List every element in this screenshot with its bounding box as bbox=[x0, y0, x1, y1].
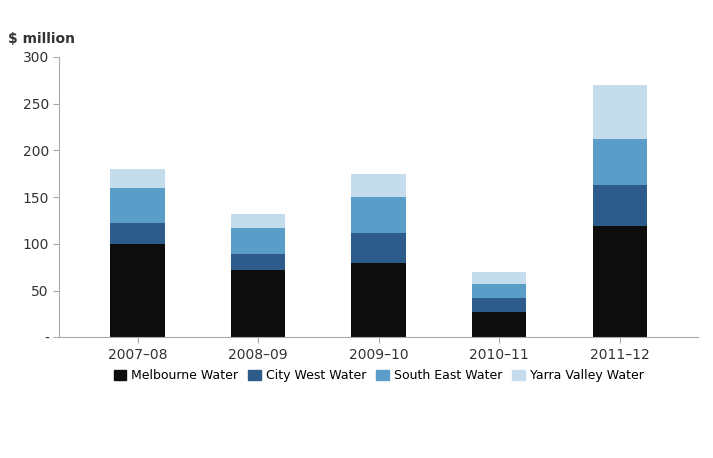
Bar bbox=[111, 244, 165, 338]
Bar bbox=[352, 262, 406, 338]
Bar bbox=[472, 272, 526, 284]
Bar bbox=[231, 228, 285, 254]
Bar bbox=[472, 312, 526, 338]
Bar bbox=[472, 298, 526, 312]
Bar bbox=[111, 224, 165, 244]
Bar bbox=[593, 226, 647, 338]
Bar bbox=[111, 169, 165, 188]
Bar bbox=[352, 197, 406, 233]
Bar bbox=[231, 214, 285, 228]
Bar bbox=[231, 270, 285, 338]
Bar bbox=[593, 185, 647, 226]
Legend: Melbourne Water, City West Water, South East Water, Yarra Valley Water: Melbourne Water, City West Water, South … bbox=[109, 365, 648, 387]
Bar bbox=[352, 174, 406, 197]
Bar bbox=[111, 188, 165, 224]
Text: $ million: $ million bbox=[8, 32, 75, 46]
Bar bbox=[231, 254, 285, 270]
Bar bbox=[472, 284, 526, 298]
Bar bbox=[352, 233, 406, 262]
Bar bbox=[593, 139, 647, 185]
Bar bbox=[593, 85, 647, 139]
